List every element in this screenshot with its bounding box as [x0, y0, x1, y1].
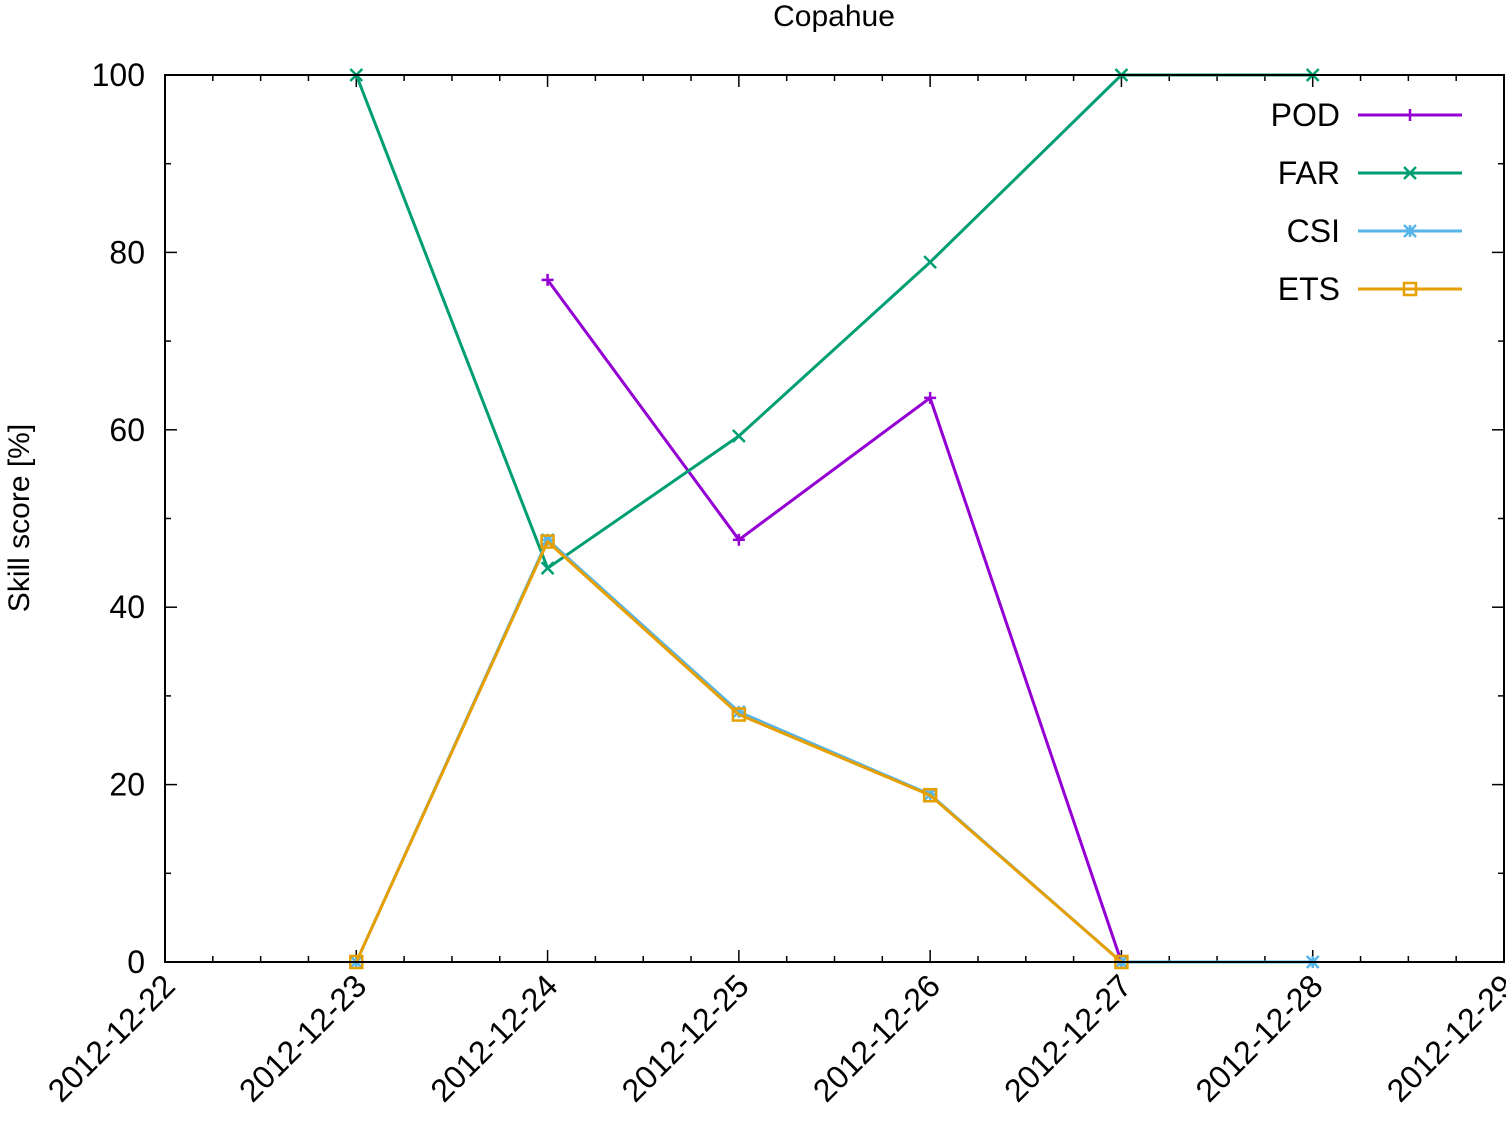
legend-item-pod: POD: [1271, 97, 1462, 133]
data-point-ets: [731, 707, 747, 722]
y-tick-label: 20: [109, 767, 145, 803]
data-point-far: [540, 561, 555, 576]
legend-item-far: FAR: [1278, 155, 1462, 191]
x-tick-label: 2012-12-29: [1380, 967, 1506, 1108]
legend-label-csi: CSI: [1287, 213, 1340, 249]
x-tick-label: 2012-12-22: [41, 967, 182, 1108]
data-point-pod: [541, 273, 554, 286]
x-tick-label: 2012-12-28: [1188, 967, 1329, 1108]
y-axis-title: Skill score [%]: [3, 424, 36, 612]
y-tick-label: 40: [109, 589, 145, 625]
data-point-pod: [924, 391, 937, 404]
series-line-pod: [546, 279, 1123, 963]
series-pod: [541, 273, 1128, 968]
y-tick-label: 100: [92, 57, 145, 93]
legend-marker-csi: [1403, 224, 1417, 238]
series-lines: [349, 68, 1320, 970]
axis-ticks: [164, 74, 1505, 963]
legend-marker-ets: [1402, 281, 1418, 297]
plot-area-border: [164, 74, 1505, 963]
x-tick-label: 2012-12-26: [806, 967, 947, 1108]
x-tick-label: 2012-12-23: [232, 967, 373, 1108]
y-tick-label: 60: [109, 412, 145, 448]
legend-marker-pod: [1404, 109, 1416, 121]
legend-item-ets: ETS: [1278, 271, 1462, 307]
x-tick-label: 2012-12-24: [423, 967, 564, 1108]
legend-label-ets: ETS: [1278, 271, 1340, 307]
legend-marker-far: [1403, 166, 1417, 180]
series-line-csi: [354, 538, 1313, 964]
series-csi: [349, 532, 1320, 969]
x-tick-label: 2012-12-27: [997, 967, 1138, 1108]
y-tick-label: 0: [127, 944, 145, 980]
legend-label-pod: POD: [1271, 97, 1340, 133]
chart-title: Copahue: [773, 0, 895, 33]
data-point-pod: [732, 533, 745, 546]
data-point-far: [923, 255, 938, 270]
legend-item-csi: CSI: [1287, 213, 1462, 249]
series-line-far: [354, 73, 1313, 570]
legend-label-far: FAR: [1278, 155, 1340, 191]
data-point-far: [731, 429, 746, 443]
data-point-ets: [922, 787, 938, 803]
y-tick-label: 80: [109, 234, 145, 270]
series-line-ets: [354, 540, 1123, 964]
series-ets: [349, 534, 1129, 970]
x-tick-label: 2012-12-25: [615, 967, 756, 1108]
legend: POD FAR CSI ETS: [1271, 97, 1462, 307]
series-far: [349, 68, 1320, 576]
data-point-ets: [540, 534, 555, 549]
